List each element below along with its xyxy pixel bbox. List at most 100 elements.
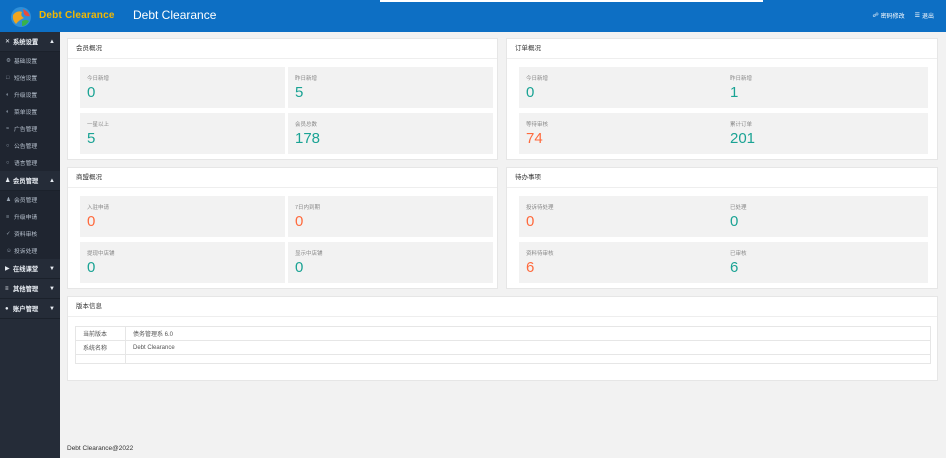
members-overview-card: 会员概况 今日新增 0 昨日新增 5 一星以上 5 会员总数 178 <box>67 38 498 160</box>
sidebar-item-ads[interactable]: ≈ 广告管理 <box>0 120 60 137</box>
sidebar-item-label: 短信设置 <box>14 76 38 82</box>
sidebar-item-label: 基础设置 <box>14 59 38 65</box>
merchants-overview-card: 商盟概况 入驻申请 0 7日内到期 0 提现中店铺 0 显示中店铺 0 <box>67 167 498 289</box>
stat-value: 0 <box>87 213 96 230</box>
stat-box: 显示中店铺 0 <box>288 242 493 283</box>
sidebar-item-label: 菜单设置 <box>14 110 38 116</box>
tools-icon: ✕ <box>5 39 11 45</box>
sidebar-group-label: 账户管理 <box>13 306 39 313</box>
sidebar-item-label: 语言管理 <box>14 161 38 167</box>
stat-box[interactable]: 已审核 6 <box>723 242 928 283</box>
list-icon: ≡ <box>6 213 10 220</box>
stat-label: 会员总数 <box>295 122 318 128</box>
stat-value: 0 <box>526 84 535 101</box>
sidebar-item-profile-review[interactable]: ✓ 资料审核 <box>0 225 60 242</box>
sidebar-item-member-management[interactable]: ♟ 会员管理 <box>0 191 60 208</box>
check-circle-icon: ✓ <box>6 230 11 237</box>
stat-box: 提现中店铺 0 <box>80 242 285 283</box>
table-cell-empty <box>125 354 931 364</box>
card-title: 订单概况 <box>507 39 937 59</box>
stat-value: 1 <box>730 84 739 101</box>
caret-up-icon: ▲ <box>49 38 55 45</box>
stat-label: 投诉待处理 <box>526 205 554 211</box>
stat-value: 0 <box>87 84 96 101</box>
change-password-link[interactable]: ☍ 密码修改 <box>873 11 905 20</box>
table-row: 系统名称 Debt Clearance <box>75 340 931 355</box>
stat-label: 入驻申请 <box>87 205 110 211</box>
stat-value: 0 <box>87 259 96 276</box>
stat-label: 等待审核 <box>526 122 549 128</box>
card-title: 版本信息 <box>68 297 937 317</box>
sidebar-item-basic-settings[interactable]: ⚙ 基础设置 <box>0 52 60 69</box>
user-icon: ♟ <box>6 196 11 203</box>
caret-down-icon: ▼ <box>49 305 55 312</box>
stat-box: 入驻申请 0 <box>80 196 285 237</box>
sidebar-item-menu-settings[interactable]: ◐ 菜单设置 <box>0 103 60 120</box>
sidebar-group-other[interactable]: ≡ 其他管理 ▼ <box>0 279 60 299</box>
stat-box[interactable]: 已处理 0 <box>723 196 928 237</box>
footer: Debt Clearance@2022 <box>60 440 946 458</box>
table-row <box>75 354 931 364</box>
stat-box: 累计订单 201 <box>723 113 928 154</box>
sidebar-item-label: 公告管理 <box>14 144 38 150</box>
card-title: 商盟概况 <box>68 168 497 188</box>
sidebar-item-label: 广告管理 <box>14 127 38 133</box>
stat-box[interactable]: 投诉待处理 0 <box>519 196 724 237</box>
main-content: 会员概况 今日新增 0 昨日新增 5 一星以上 5 会员总数 178 订单概况 … <box>60 32 946 458</box>
sidebar-item-upgrade-requests[interactable]: ≡ 升级申请 <box>0 208 60 225</box>
stat-box: 昨日新增 1 <box>723 67 928 108</box>
menu-icon: ☰ <box>914 13 920 19</box>
stat-value: 74 <box>526 130 543 147</box>
stat-label: 累计订单 <box>730 122 753 128</box>
sidebar-group-label: 在线课堂 <box>13 266 39 273</box>
logout-label: 退出 <box>921 14 934 20</box>
stat-value: 0 <box>730 213 739 230</box>
user-circle-icon: ● <box>5 305 9 312</box>
stat-value: 6 <box>730 259 739 276</box>
stat-label: 今日新增 <box>526 76 549 82</box>
grid-icon: ≡ <box>5 285 9 292</box>
sidebar-group-accounts[interactable]: ● 账户管理 ▼ <box>0 299 60 319</box>
sidebar-item-languages[interactable]: ○ 语言管理 <box>0 154 60 171</box>
sidebar-group-system[interactable]: ✕ 系统设置 ▲ <box>0 32 60 52</box>
sidebar-group-classroom[interactable]: ▶ 在线课堂 ▼ <box>0 259 60 279</box>
stat-label: 已审核 <box>730 251 747 257</box>
sidebar-item-upgrade-settings[interactable]: ◐ 升级设置 <box>0 86 60 103</box>
stat-label: 昨日新增 <box>295 76 318 82</box>
table-cell-key: 当前版本 <box>75 326 126 341</box>
stat-box: 今日新增 0 <box>519 67 724 108</box>
sidebar-item-label: 资料审核 <box>14 232 38 238</box>
sidebar-item-notices[interactable]: ○ 公告管理 <box>0 137 60 154</box>
users-icon: ♟ <box>5 178 11 184</box>
sidebar-item-label: 会员管理 <box>14 198 38 204</box>
stat-label: 资料待审核 <box>526 251 554 257</box>
sidebar-group-members[interactable]: ♟ 会员管理 ▲ <box>0 171 60 191</box>
stat-box: 今日新增 0 <box>80 67 285 108</box>
gear-icon: ⚙ <box>6 57 11 64</box>
stat-box[interactable]: 资料待审核 6 <box>519 242 724 283</box>
stat-box: 一星以上 5 <box>80 113 285 154</box>
eye-icon: ≈ <box>6 125 10 132</box>
sidebar-item-sms-settings[interactable]: □ 短信设置 <box>0 69 60 86</box>
change-password-label: 密码修改 <box>880 14 905 20</box>
info-icon: ◐ <box>6 108 10 115</box>
bell-icon: ○ <box>6 142 10 149</box>
phone-icon: □ <box>6 74 10 81</box>
version-info-card: 版本信息 当前版本 债务管理系 6.0 系统名称 Debt Clearance <box>67 296 938 381</box>
table-cell-value: Debt Clearance <box>125 340 931 355</box>
globe-logo-icon <box>11 7 31 27</box>
orders-overview-card: 订单概况 今日新增 0 昨日新增 1 等待审核 74 累计订单 201 <box>506 38 938 160</box>
sidebar-item-complaints[interactable]: ☺ 投诉处理 <box>0 242 60 259</box>
logout-link[interactable]: ☰ 退出 <box>915 11 934 20</box>
header-top-line <box>380 0 763 2</box>
stat-value: 5 <box>295 84 304 101</box>
brand-name[interactable]: Debt Clearance <box>39 10 115 21</box>
play-icon: ▶ <box>5 266 10 272</box>
version-table: 当前版本 债务管理系 6.0 系统名称 Debt Clearance <box>75 326 931 364</box>
table-cell-empty <box>75 354 126 364</box>
stat-label: 显示中店铺 <box>295 251 323 257</box>
stat-box: 昨日新增 5 <box>288 67 493 108</box>
stat-box: 会员总数 178 <box>288 113 493 154</box>
card-title: 会员概况 <box>68 39 497 59</box>
table-row: 当前版本 债务管理系 6.0 <box>75 326 931 341</box>
